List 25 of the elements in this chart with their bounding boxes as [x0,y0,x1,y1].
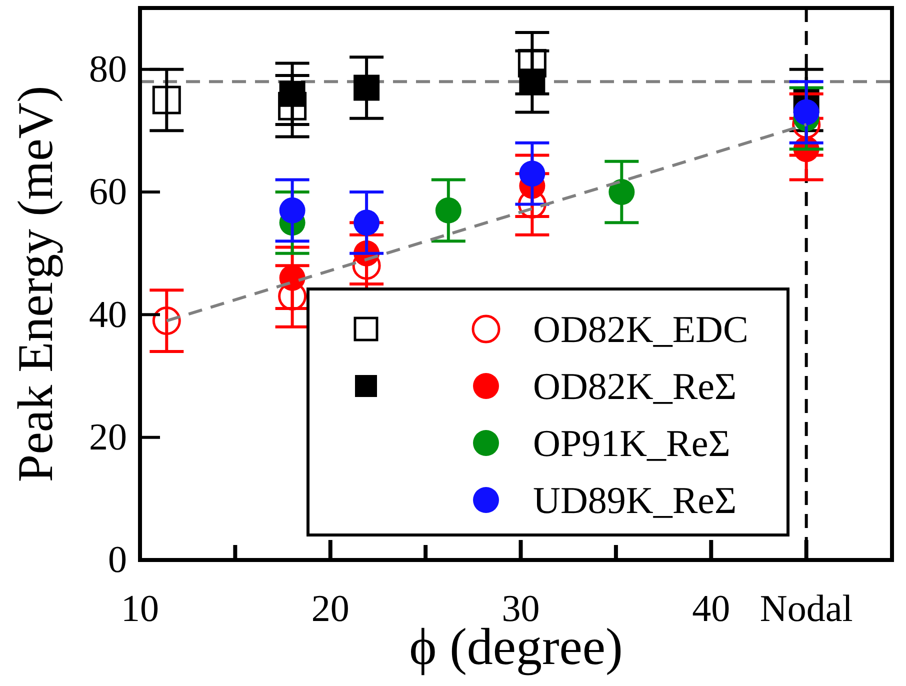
point [279,80,306,107]
point [435,197,462,224]
x-tick-label: 20 [311,588,350,630]
x-tick-label: 40 [692,588,730,630]
x-tick-label: Nodal [760,588,853,630]
y-tick-label: 40 [89,294,127,336]
y-tick-label: 80 [89,48,127,90]
y-tick-label: 60 [89,171,127,214]
legend-label: OP91K_ReΣ [533,423,730,465]
point [354,74,380,101]
point [793,99,820,126]
x-tick-label: 10 [121,588,159,630]
legend-label: OD82K_ReΣ [533,366,737,408]
y-tick-label: 0 [108,539,127,582]
point [279,197,306,224]
legend-label: UD89K_ReΣ [533,480,737,522]
y-axis-title: Peak Energy (meV) [7,86,63,482]
x-tick-label: 30 [502,588,540,630]
legend-label: OD82K_EDC [533,309,748,351]
point [152,306,181,336]
point [519,160,546,187]
point [354,210,380,236]
point [608,179,635,205]
point [152,86,181,114]
y-tick-label: 20 [89,416,127,458]
